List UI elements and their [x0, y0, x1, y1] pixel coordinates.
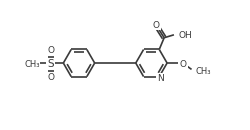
Text: O: O: [153, 21, 160, 30]
Text: S: S: [47, 59, 54, 69]
Text: O: O: [180, 60, 187, 69]
Text: O: O: [47, 73, 54, 82]
Text: CH₃: CH₃: [24, 60, 40, 69]
Text: O: O: [47, 46, 54, 55]
Text: N: N: [157, 74, 164, 83]
Text: OH: OH: [179, 31, 192, 40]
Text: CH₃: CH₃: [196, 67, 211, 76]
